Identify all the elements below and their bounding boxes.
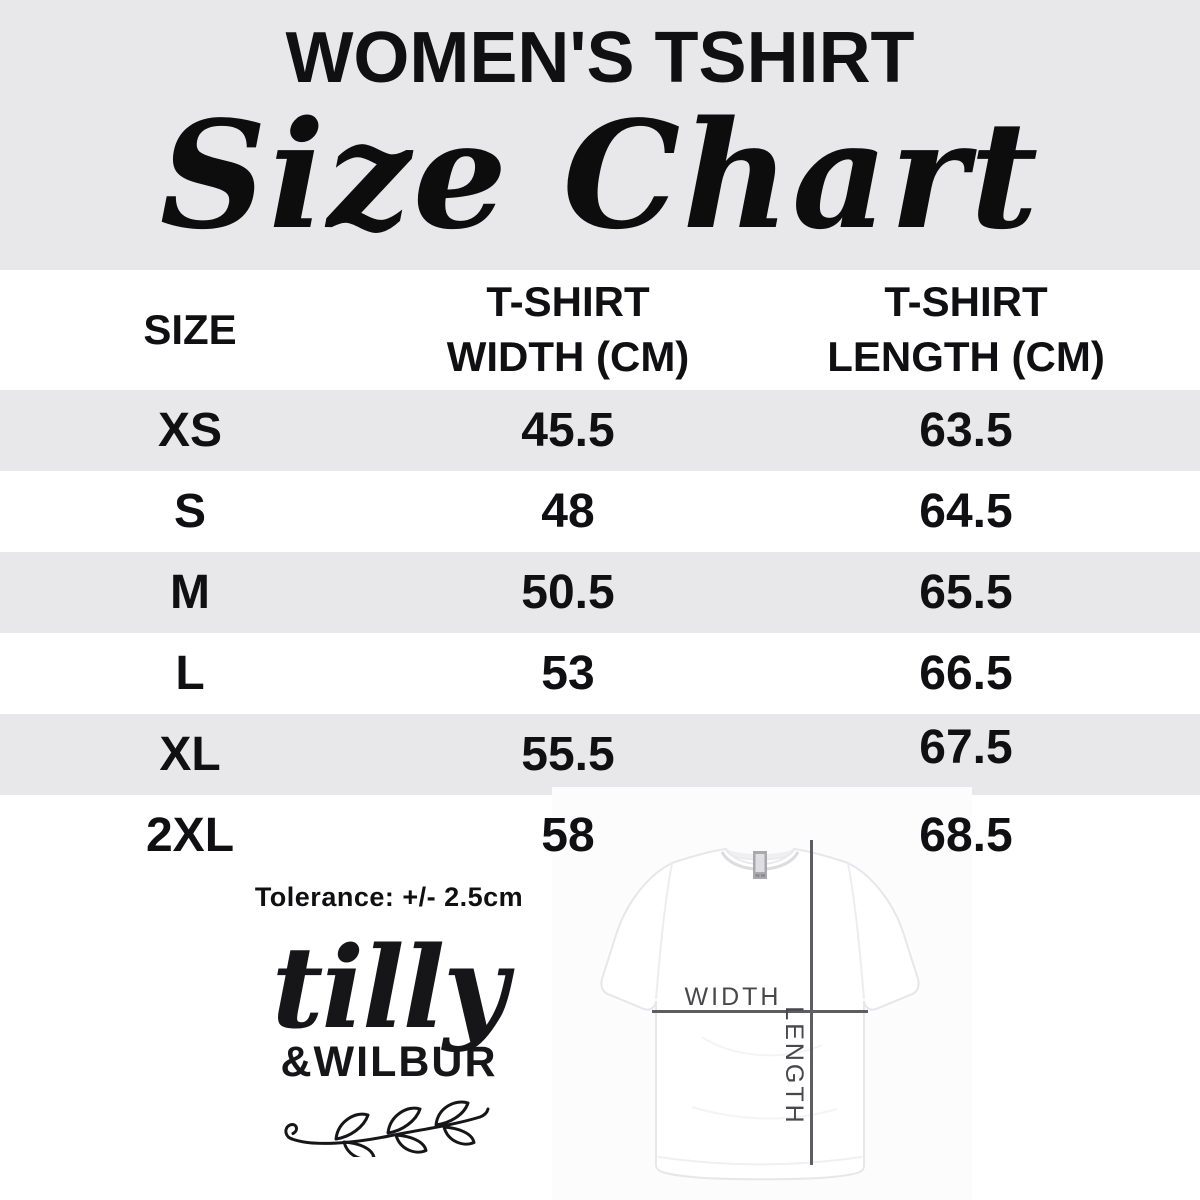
- table-row: M 50.5 65.5: [0, 552, 1200, 633]
- cell-length: 64.5: [919, 485, 1013, 538]
- cell-length: 67.5: [919, 721, 1013, 774]
- table-row: S 48 64.5: [0, 471, 1200, 552]
- table-header: SIZE T-SHIRT WIDTH (CM) T-SHIRT LENGTH (…: [0, 270, 1200, 390]
- cell-size: XL: [159, 728, 221, 781]
- brand-logo: tilly &WILBUR: [179, 930, 599, 1162]
- cell-size: 2XL: [145, 809, 235, 862]
- cell-length: 66.5: [919, 647, 1013, 700]
- header-band: WOMEN'S TSHIRT Size Chart: [0, 0, 1200, 270]
- cell-width: 58: [541, 809, 595, 862]
- table-row: XL 55.5 67.5: [0, 714, 1200, 795]
- size-chart-table: XS 45.5 63.5 S 48 64.5 M 50.5 65.5 L 53 …: [0, 390, 1200, 876]
- cell-width: 50.5: [521, 566, 615, 619]
- cell-width: 48: [541, 485, 595, 538]
- cell-size: L: [175, 647, 205, 700]
- column-header-size: SIZE: [143, 305, 237, 353]
- brand-name-script: tilly: [271, 923, 508, 1054]
- length-label: LENGTH: [780, 1006, 808, 1126]
- tolerance-note: Tolerance: +/- 2.5cm: [254, 882, 524, 912]
- cell-size: M: [170, 566, 210, 619]
- brand-name-caps: &WILBUR: [280, 1037, 498, 1086]
- table-row: XS 45.5 63.5: [0, 390, 1200, 471]
- table-row: 2XL 58 68.5: [0, 795, 1200, 876]
- cell-width: 45.5: [521, 404, 615, 457]
- cell-length: 65.5: [919, 566, 1013, 619]
- page-title: Size Chart: [159, 88, 1041, 262]
- column-header-width: T-SHIRT WIDTH (CM): [446, 278, 690, 380]
- cell-width: 53: [541, 647, 595, 700]
- page-subtitle: WOMEN'S TSHIRT: [285, 18, 915, 98]
- column-header-length: T-SHIRT LENGTH (CM): [827, 278, 1105, 380]
- tshirt-illustration: [600, 847, 920, 1181]
- neck-tag: [753, 851, 767, 879]
- cell-size: S: [173, 485, 206, 538]
- laurel-branch-icon: [179, 1093, 599, 1162]
- width-measure-line: [652, 1010, 868, 1013]
- cell-length: 68.5: [919, 809, 1013, 862]
- tshirt-photo: WIDTH LENGTH: [552, 787, 972, 1200]
- table-row: L 53 66.5: [0, 633, 1200, 714]
- cell-width: 55.5: [521, 728, 615, 781]
- cell-length: 63.5: [919, 404, 1013, 457]
- cell-size: XS: [157, 404, 223, 457]
- width-label: WIDTH: [684, 983, 782, 1011]
- length-measure-line: [810, 840, 813, 1165]
